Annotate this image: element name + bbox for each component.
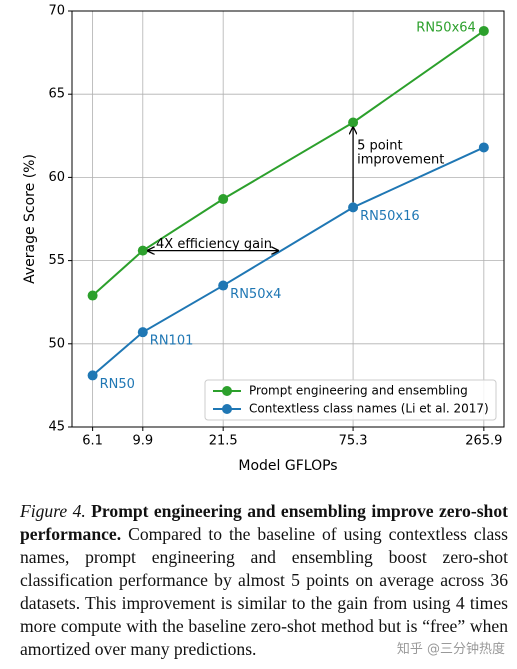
legend-marker [222,386,232,396]
caption-label: Figure 4. [20,501,86,521]
x-tick-label: 75.3 [339,434,368,449]
annotation: 4X efficiency gain [156,237,272,252]
caption-text: Compared to the baseline of using contex… [20,524,508,659]
chart: Model GFLOPs Average Score (%) 45 50 55 60 6… [22,4,505,474]
y-tick-label: 70 [48,4,65,19]
point-label: RN50 [100,377,135,392]
point [348,117,359,128]
point [478,25,489,36]
point-label: RN50x64 [416,20,476,35]
point [87,290,98,301]
point [87,370,98,381]
plot-frame [71,10,505,428]
x-tick-label: 265.9 [465,434,502,449]
point [218,194,229,205]
annotation: 5 point [357,139,403,154]
point-label: RN50x4 [230,287,281,302]
point [478,142,489,153]
point [137,245,148,256]
legend-label: Prompt engineering and ensembling [249,384,468,398]
legend-label: Contextless class names (Li et al. 2017) [249,402,489,416]
y-axis-label: Average Score (%) [22,154,38,284]
x-tick-label: 9.9 [132,434,153,449]
legend-marker [222,404,232,414]
annotation: improvement [357,153,444,168]
x-axis-label: Model GFLOPs [238,458,337,474]
x-tick-label: 21.5 [209,434,238,449]
legend-box [204,379,497,421]
point-label: RN101 [150,334,194,349]
y-tick-label: 50 [48,336,65,351]
x-tick-label: 6.1 [82,434,103,449]
point [348,202,359,213]
y-tick-label: 60 [48,170,65,185]
y-tick-label: 65 [48,87,65,102]
y-tick-label: 55 [48,253,65,268]
point [218,280,229,291]
caption-title: Prompt engineering and ensembling improv… [20,501,508,544]
point-label: RN50x16 [360,209,420,224]
point [137,327,148,338]
caption: Figure 4. Prompt engineering and ensembl… [20,500,508,661]
y-tick-label: 45 [48,420,65,435]
watermark: 知乎 @三分钟热度 [396,638,505,657]
